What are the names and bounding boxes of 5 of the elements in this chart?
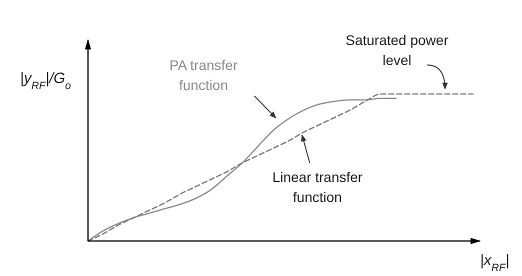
text: Saturated power level xyxy=(346,32,449,68)
y-axis-title: |y$_{RF}$|/G$_{o}$ xyxy=(20,70,72,92)
text: PA transfer function xyxy=(169,57,238,93)
x-axis-title: |x$_{RF}$| xyxy=(480,252,510,274)
series-label: Linear transfer function xyxy=(272,169,363,205)
